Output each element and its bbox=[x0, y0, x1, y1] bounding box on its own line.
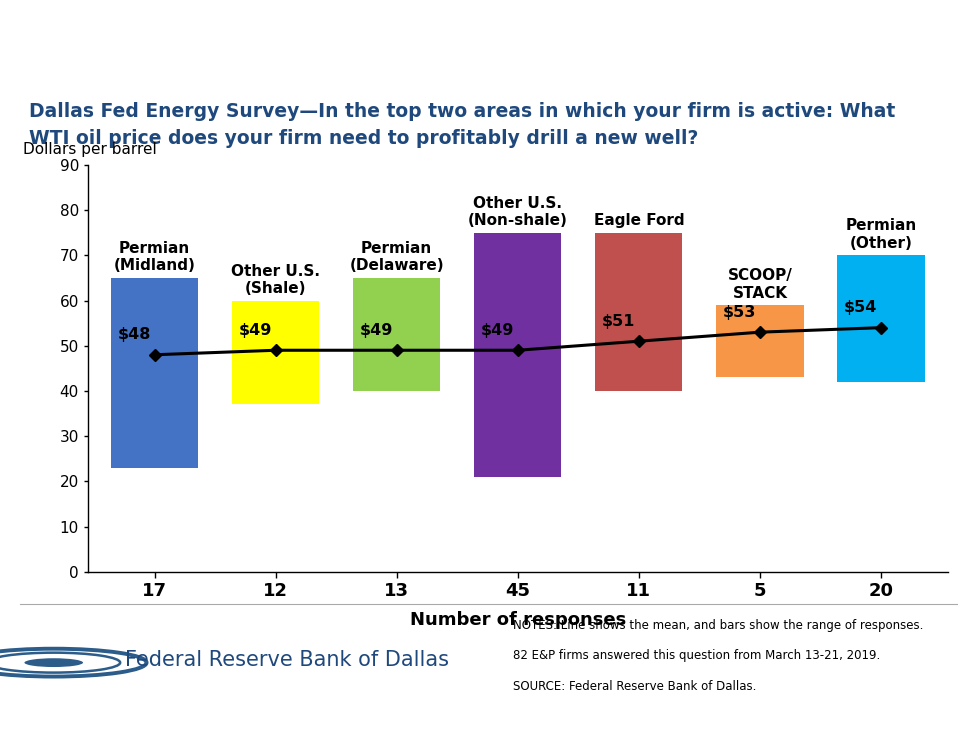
Text: NOTES: Line shows the mean, and bars show the range of responses.: NOTES: Line shows the mean, and bars sho… bbox=[513, 619, 923, 632]
Text: Dollars per barrel: Dollars per barrel bbox=[23, 141, 157, 157]
X-axis label: Number of responses: Number of responses bbox=[409, 611, 626, 629]
Text: Permian
(Other): Permian (Other) bbox=[845, 218, 916, 251]
Text: 82 E&P firms answered this question from March 13-21, 2019.: 82 E&P firms answered this question from… bbox=[513, 649, 880, 663]
Text: $49: $49 bbox=[238, 323, 272, 338]
Text: Other U.S.
(Non-shale): Other U.S. (Non-shale) bbox=[468, 196, 568, 228]
Text: Other U.S.
(Shale): Other U.S. (Shale) bbox=[232, 264, 320, 296]
Bar bbox=[716, 305, 804, 377]
Bar bbox=[837, 255, 924, 382]
Text: Eagle Ford: Eagle Ford bbox=[594, 213, 684, 228]
Text: Dallas Fed Energy Survey—In the top two areas in which your firm is active: What: Dallas Fed Energy Survey—In the top two … bbox=[29, 103, 896, 148]
Bar bbox=[232, 301, 319, 405]
Text: $54: $54 bbox=[844, 300, 877, 315]
Text: SCOOP/
STACK: SCOOP/ STACK bbox=[728, 268, 792, 301]
Text: $51: $51 bbox=[602, 314, 635, 328]
Bar bbox=[111, 278, 198, 468]
Text: Permian
(Midland): Permian (Midland) bbox=[113, 241, 195, 273]
Bar bbox=[595, 232, 683, 391]
Text: Federal Reserve Bank of Dallas: Federal Reserve Bank of Dallas bbox=[125, 649, 449, 670]
Bar bbox=[353, 278, 441, 391]
Text: SOURCE: Federal Reserve Bank of Dallas.: SOURCE: Federal Reserve Bank of Dallas. bbox=[513, 680, 756, 693]
Text: $49: $49 bbox=[360, 323, 393, 338]
Bar bbox=[474, 232, 562, 477]
Text: $53: $53 bbox=[723, 304, 756, 320]
Text: $48: $48 bbox=[117, 327, 150, 342]
Text: Breakeven Prices for New Wells: Breakeven Prices for New Wells bbox=[18, 23, 959, 75]
Text: $49: $49 bbox=[481, 323, 514, 338]
Circle shape bbox=[24, 658, 83, 667]
Text: Permian
(Delaware): Permian (Delaware) bbox=[350, 241, 444, 273]
